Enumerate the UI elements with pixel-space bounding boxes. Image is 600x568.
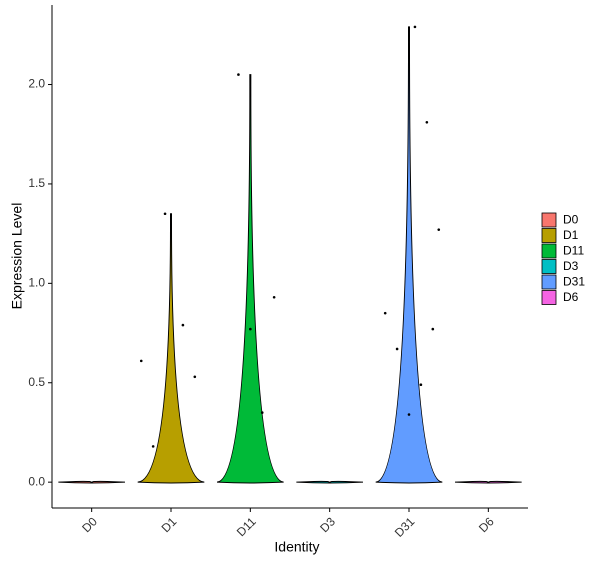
y-tick-label: 0.0 (28, 474, 45, 488)
x-tick-label: D3 (317, 514, 338, 535)
x-tick-label: D1 (159, 514, 180, 535)
point (407, 413, 411, 416)
point (139, 359, 143, 363)
x-tick-label: D31 (392, 514, 418, 540)
legend-swatch (541, 259, 557, 274)
point (437, 228, 441, 231)
x-axis-label: Identity (274, 539, 319, 555)
point (181, 323, 185, 327)
y-tick-label: 2.0 (28, 77, 45, 91)
point (431, 327, 435, 331)
point (151, 445, 155, 448)
legend-swatch (541, 228, 557, 243)
point (193, 375, 197, 379)
violin (375, 26, 443, 484)
point (249, 327, 252, 331)
violin (216, 74, 284, 484)
violin (296, 480, 364, 484)
legend-swatch (541, 290, 557, 305)
violin (137, 213, 205, 484)
legend-label: D0 (563, 213, 579, 227)
y-tick-label: 1.0 (28, 276, 45, 290)
x-tick-label: D6 (476, 514, 497, 535)
point (237, 73, 240, 76)
point (413, 25, 417, 29)
point (419, 383, 423, 387)
violin (454, 480, 522, 484)
legend-label: D11 (563, 244, 584, 258)
x-tick-label: D11 (234, 514, 259, 539)
point (163, 212, 167, 216)
legend-label: D3 (563, 259, 579, 273)
point (425, 121, 429, 124)
legend-label: D1 (563, 228, 579, 242)
y-tick-label: 1.5 (28, 176, 45, 190)
y-tick-label: 0.5 (28, 375, 45, 389)
violin (58, 480, 126, 484)
legend-swatch (541, 212, 557, 228)
legend-label: D31 (563, 275, 585, 289)
point (260, 411, 264, 414)
x-tick-label: D0 (79, 514, 100, 535)
y-axis-label: Expression Level (9, 203, 25, 310)
legend-swatch (541, 243, 557, 259)
point (272, 295, 276, 299)
point (383, 311, 387, 315)
legend-swatch (541, 274, 557, 290)
legend-label: D6 (563, 290, 579, 304)
point (395, 347, 399, 351)
